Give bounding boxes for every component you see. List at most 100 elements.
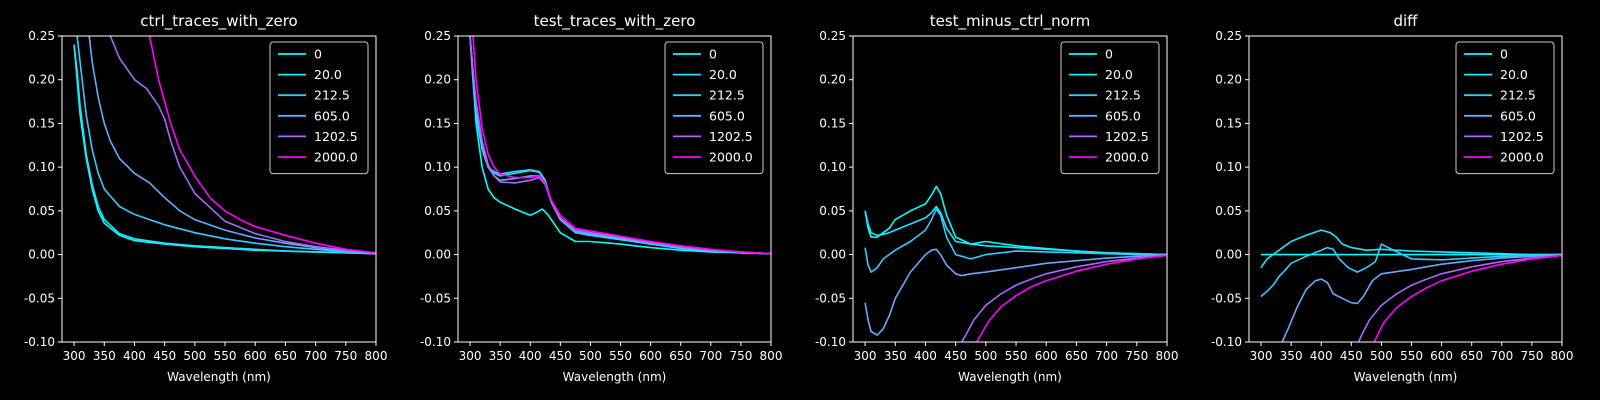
y-tick-label: -0.10 (420, 335, 451, 349)
x-tick-label: 500 (183, 349, 206, 363)
legend: 0 20.0 212.5 605.0 1202.5 2000.0 (269, 41, 369, 175)
legend-label: 212.5 (314, 88, 350, 103)
legend-label: 605.0 (314, 108, 350, 123)
y-tick-label: 0.15 (819, 116, 846, 130)
x-tick-label: 650 (1460, 349, 1483, 363)
legend-label: 2000.0 (1500, 150, 1544, 165)
x-tick-label: 350 (93, 349, 116, 363)
legend-label: 0 (1105, 47, 1113, 62)
y-tick-label: -0.10 (815, 335, 846, 349)
x-tick-label: 550 (609, 349, 632, 363)
x-tick-label: 650 (1065, 349, 1088, 363)
x-tick-label: 750 (334, 349, 357, 363)
y-tick-label: 0.20 (819, 73, 846, 87)
y-tick-label: 0.15 (1215, 116, 1242, 130)
legend-label: 20.0 (1105, 67, 1133, 82)
series-line-1202-5 (1357, 254, 1562, 342)
series-group (469, 36, 771, 255)
series-line-0 (469, 36, 771, 255)
series-line-20-0 (1260, 229, 1562, 269)
series-line-20-0 (864, 205, 1167, 256)
x-tick-label: 450 (549, 349, 572, 363)
series-line-212-5 (76, 36, 376, 255)
series-group (864, 185, 1167, 342)
y-tick-label: 0.10 (819, 160, 846, 174)
series-group (73, 36, 376, 255)
x-tick-label: 550 (214, 349, 237, 363)
legend-label: 212.5 (709, 88, 745, 103)
x-tick-label: 350 (884, 349, 907, 363)
y-tick-label: 0.25 (1215, 29, 1242, 43)
y-tick-label: -0.10 (1211, 335, 1242, 349)
chart-panel-4: diff -0.10 -0.05 0.00 0.05 0.10 0.15 0.20 0.25 30… (1211, 12, 1574, 384)
y-tick-label: -0.10 (24, 335, 55, 349)
legend-label: 212.5 (1105, 88, 1141, 103)
x-tick-label: 400 (914, 349, 937, 363)
legend: 0 20.0 212.5 605.0 1202.5 2000.0 (664, 41, 764, 175)
chart-title: test_traces_with_zero (534, 12, 696, 31)
legend-label: 20.0 (709, 67, 737, 82)
x-tick-label: 300 (63, 349, 86, 363)
plot-frame (1248, 35, 1563, 343)
x-tick-label: 300 (1250, 349, 1273, 363)
x-tick-label: 800 (760, 349, 783, 363)
series-line-605-0 (1281, 253, 1562, 342)
x-tick-label: 450 (1340, 349, 1363, 363)
series-line-605-0 (864, 248, 1167, 336)
x-tick-label: 800 (1156, 349, 1179, 363)
y-tick-label: 0.10 (1215, 160, 1242, 174)
x-tick-label: 700 (304, 349, 327, 363)
y-tick-label: 0.00 (28, 248, 55, 262)
x-tick-label: 700 (699, 349, 722, 363)
chart-panel-2: test_traces_with_zero -0.10 -0.05 0.00 0.05 0… (420, 12, 783, 384)
x-tick-label: 600 (1035, 349, 1058, 363)
x-tick-label: 750 (1125, 349, 1148, 363)
legend-label: 2000.0 (314, 150, 358, 165)
x-tick-label: 800 (365, 349, 388, 363)
x-tick-label: 600 (639, 349, 662, 363)
x-tick-label: 700 (1095, 349, 1118, 363)
x-axis-label: Wavelength (nm) (958, 370, 1062, 384)
x-tick-label: 300 (459, 349, 482, 363)
legend-label: 605.0 (1500, 108, 1536, 123)
x-tick-label: 800 (1551, 349, 1574, 363)
y-tick-label: 0.15 (424, 116, 451, 130)
x-tick-label: 700 (1490, 349, 1513, 363)
y-tick-label: -0.05 (1211, 291, 1242, 305)
legend-label: 0 (1500, 47, 1508, 62)
legend-label: 2000.0 (1105, 150, 1149, 165)
series-line-2000-0 (976, 254, 1167, 342)
series-line-212-5 (1260, 243, 1562, 298)
x-tick-label: 450 (153, 349, 176, 363)
y-tick-label: -0.05 (815, 291, 846, 305)
x-tick-label: 650 (274, 349, 297, 363)
chart-panel-1: ctrl_traces_with_zero -0.10 -0.05 0.00 0.05 0… (24, 12, 388, 384)
x-tick-label: 750 (1520, 349, 1543, 363)
y-tick-label: 0.20 (1215, 73, 1242, 87)
legend-label: 20.0 (314, 67, 342, 82)
y-tick-label: 0.25 (424, 29, 451, 43)
legend-label: 1202.5 (1500, 129, 1544, 144)
x-tick-label: 400 (123, 349, 146, 363)
y-tick-label: 0.05 (1215, 204, 1242, 218)
y-tick-label: 0.20 (424, 73, 451, 87)
series-line-1202-5 (109, 36, 376, 254)
legend-label: 1202.5 (1105, 129, 1149, 144)
y-tick-label: 0.10 (424, 160, 451, 174)
plot-frame (61, 35, 377, 343)
legend-label: 605.0 (709, 108, 745, 123)
x-tick-label: 500 (974, 349, 997, 363)
y-tick-label: 0.00 (1215, 248, 1242, 262)
y-tick-label: 0.10 (28, 160, 55, 174)
y-tick-label: 0.15 (28, 116, 55, 130)
chart-title: ctrl_traces_with_zero (140, 12, 297, 31)
y-tick-label: 0.05 (424, 204, 451, 218)
legend-label: 20.0 (1500, 67, 1528, 82)
x-tick-label: 750 (729, 349, 752, 363)
plot-frame (457, 35, 772, 343)
x-tick-label: 600 (244, 349, 267, 363)
y-tick-label: -0.05 (24, 291, 55, 305)
legend-label: 2000.0 (709, 150, 753, 165)
legend-label: 0 (314, 47, 322, 62)
